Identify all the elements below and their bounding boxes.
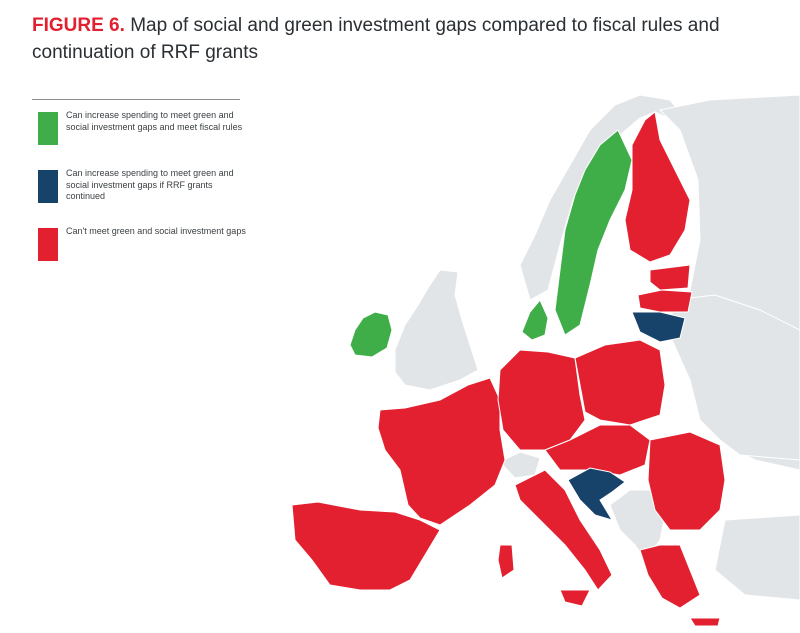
figure-title-text: Map of social and green investment gaps … bbox=[32, 15, 720, 63]
croatia-region bbox=[567, 467, 626, 521]
legend-divider bbox=[32, 99, 240, 100]
denmark-region bbox=[521, 299, 549, 341]
switzerland-region bbox=[499, 451, 541, 479]
iberia-region bbox=[291, 501, 441, 591]
ireland-region bbox=[349, 311, 393, 358]
legend-label-green: Can increase spending to meet green and … bbox=[66, 110, 243, 132]
legend-item-green: Can increase spending to meet green and … bbox=[38, 110, 248, 168]
germany-region bbox=[497, 349, 586, 451]
cyprus-region bbox=[689, 617, 721, 627]
europe-map bbox=[291, 94, 800, 627]
legend-label-red: Can't meet green and social investment g… bbox=[66, 226, 246, 236]
turkey-region bbox=[714, 514, 800, 601]
france-benelux-region bbox=[377, 377, 506, 526]
legend-item-red: Can't meet green and social investment g… bbox=[38, 226, 248, 276]
central-europe-region bbox=[544, 424, 651, 476]
legend-label-navy: Can increase spending to meet green and … bbox=[66, 168, 234, 201]
sicily-region bbox=[559, 589, 591, 607]
legend: Can increase spending to meet green and … bbox=[38, 110, 248, 276]
belarus-ukraine-region bbox=[671, 294, 800, 461]
sweden-region bbox=[554, 129, 633, 336]
italy-region bbox=[514, 469, 613, 591]
greece-region bbox=[639, 544, 701, 609]
figure-title: FIGURE 6. Map of social and green invest… bbox=[32, 12, 782, 66]
latvia-region bbox=[637, 289, 693, 313]
estonia-region bbox=[649, 264, 691, 291]
poland-region bbox=[574, 339, 666, 426]
lithuania-region bbox=[631, 311, 686, 343]
legend-item-navy: Can increase spending to meet green and … bbox=[38, 168, 248, 226]
finland-region bbox=[624, 111, 691, 263]
balkans-region bbox=[609, 489, 666, 561]
legend-swatch-navy bbox=[38, 170, 58, 203]
figure-label: FIGURE 6. bbox=[32, 15, 125, 36]
legend-swatch-red bbox=[38, 228, 58, 261]
romania-bulgaria-region bbox=[647, 431, 726, 531]
legend-swatch-green bbox=[38, 112, 58, 145]
sardinia-region bbox=[497, 544, 515, 579]
united-kingdom-region bbox=[394, 269, 479, 391]
